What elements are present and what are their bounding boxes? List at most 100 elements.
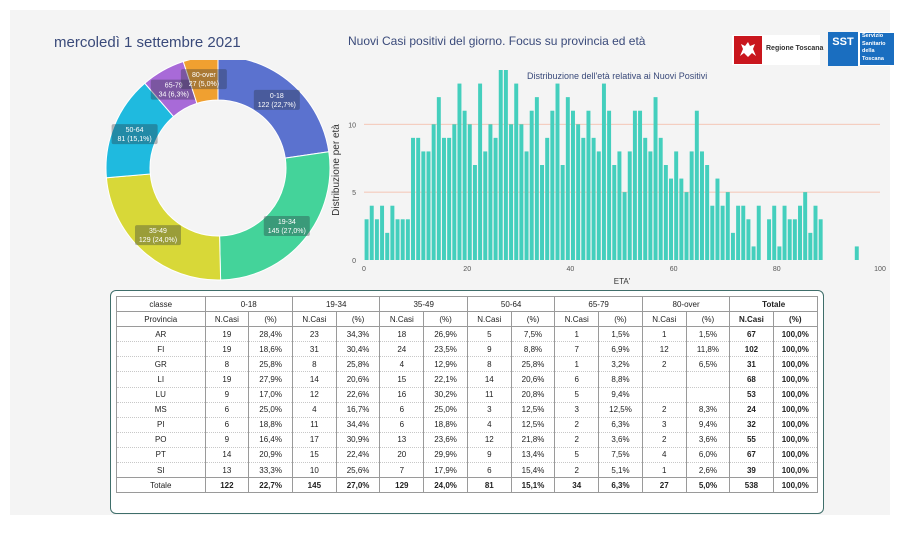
age-bar: [663, 165, 668, 260]
ncasi-cell: 11: [291, 417, 337, 433]
age-bar: [560, 165, 565, 260]
total-pct-cell: 100,0%: [772, 402, 819, 418]
pct-cell: 8,3%: [685, 402, 731, 418]
donut-label-value: 145 (27,0%): [268, 228, 306, 235]
donut-label-19-34: 19-34 145 (27,0%): [263, 216, 310, 237]
age-bar: [808, 232, 813, 260]
total-pct-cell: 100,0%: [772, 356, 819, 373]
age-bar: [627, 151, 632, 260]
age-bar: [540, 165, 544, 260]
ncasi-cell: 5: [554, 447, 600, 464]
age-bar: [514, 83, 519, 260]
pct-cell: 26,9%: [423, 326, 468, 343]
age-bar: [710, 205, 715, 260]
ncasi-cell: 8: [466, 356, 512, 373]
sst-line-4: Toscana: [862, 55, 884, 62]
age-bar: [767, 219, 772, 260]
age-bar: [509, 124, 514, 261]
donut-label-box: [134, 225, 181, 246]
ncasi-cell: 3: [641, 417, 687, 433]
age-bar: [493, 137, 498, 260]
age-bar: [524, 151, 529, 260]
age-bar: [632, 110, 637, 260]
table-row: LU 9 17,0% 12 22,6% 16 30,2% 11 20,8% 5 9,4% 53 100,…: [116, 387, 819, 403]
ncasi-cell: 9: [466, 447, 512, 464]
age-bar: [426, 151, 431, 260]
ncasi-cell: 2: [554, 432, 600, 448]
header-ncasi: N.Casi: [641, 311, 687, 328]
age-bar: [798, 205, 802, 260]
pct-cell: 12,5%: [598, 402, 643, 418]
age-bar: [529, 110, 534, 260]
age-bar: [772, 205, 777, 260]
donut-slice-80-over: [182, 60, 219, 104]
donut-label-value: 129 (24,0%): [139, 237, 177, 244]
donut-label-0-18: 0-18 122 (22,7%): [253, 89, 300, 110]
total-pct-cell: 22,7%: [248, 477, 293, 494]
age-bar: [442, 137, 446, 260]
pct-cell: 25,6%: [335, 462, 381, 479]
pct-cell: 22,4%: [335, 447, 381, 464]
donut-label-box: [180, 69, 227, 90]
age-bar: [395, 219, 400, 260]
age-bar: [751, 246, 756, 260]
ncasi-cell: 6: [204, 417, 250, 433]
age-bar: [380, 205, 385, 260]
table-sub-header: Provincia N.Casi (%) N.Casi (%) N.Casi (%) N.Ca…: [116, 311, 819, 328]
cases-table: classe 0-18 19-34 35-49 50-64 65-79 80-over Tot…: [116, 295, 819, 494]
age-bar: [777, 246, 782, 260]
donut-slice-35-49: [105, 173, 222, 281]
ncasi-cell: 6: [554, 371, 600, 388]
ncasi-cell: 4: [641, 447, 687, 464]
age-bar: [436, 97, 441, 260]
age-bar: [555, 83, 560, 260]
donut-label-category: 50-64: [126, 127, 144, 134]
age-bar: [720, 205, 725, 260]
header-pct: (%): [510, 311, 556, 328]
province-cell: AR: [116, 326, 206, 343]
table-row: MS 6 25,0% 4 16,7% 6 25,0% 3 12,5% 3 12,5% 2 8,3% 24 1…: [116, 402, 819, 418]
age-bar: [705, 165, 710, 260]
total-pct-cell: 100,0%: [772, 447, 819, 464]
pct-cell: 6,0%: [685, 447, 731, 464]
age-bar: [648, 151, 653, 260]
age-bar: [421, 151, 426, 260]
pct-cell: 6,5%: [685, 356, 731, 373]
age-bar: [565, 97, 570, 260]
pct-cell: 3,6%: [685, 432, 731, 448]
age-bar: [431, 124, 436, 261]
pct-cell: 5,1%: [598, 462, 643, 479]
age-bar: [601, 83, 606, 260]
pct-cell: 27,9%: [248, 371, 293, 388]
sst-mark: SST: [828, 32, 858, 66]
province-age-table: classe 0-18 19-34 35-49 50-64 65-79 80-over Tot…: [110, 290, 824, 514]
total-pct-cell: 100,0%: [772, 326, 819, 343]
ncasi-cell: 15: [379, 371, 425, 388]
total-ncasi-cell: 145: [291, 477, 337, 494]
age-bar: [617, 151, 622, 260]
ncasi-cell: 5: [466, 326, 512, 343]
pct-cell: 13,4%: [510, 447, 556, 464]
age-bar: [581, 137, 586, 260]
age-bar: [818, 219, 823, 260]
pct-cell: 8,8%: [598, 371, 643, 388]
age-bar: [405, 219, 410, 260]
pct-cell: 25,8%: [335, 356, 381, 373]
age-bar: [746, 219, 751, 260]
ncasi-cell: 13: [204, 462, 250, 479]
pct-cell: 16,7%: [335, 402, 381, 418]
total-pct-cell: 100,0%: [772, 371, 819, 388]
total-pct-cell: 15,1%: [510, 477, 556, 494]
pct-cell: 6,9%: [598, 341, 643, 358]
donut-label-category: 35-49: [149, 228, 167, 235]
ncasi-cell: 2: [554, 462, 600, 479]
donut-label-value: 122 (22,7%): [258, 102, 296, 109]
donut-label-category: 65-79: [165, 83, 183, 90]
total-pct-cell: 5,0%: [685, 477, 731, 494]
ncasi-cell: 9: [204, 432, 250, 448]
age-bar: [447, 137, 452, 260]
sst-logo: SST Servizio Sanitario della Toscana: [828, 32, 894, 66]
age-bar: [519, 124, 524, 261]
age-bar: [607, 110, 612, 260]
pct-cell: 22,1%: [423, 371, 468, 388]
